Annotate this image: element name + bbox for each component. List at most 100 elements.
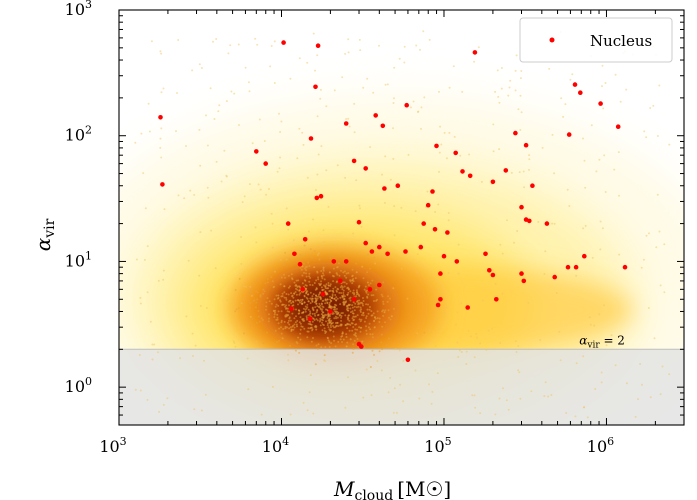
nucleus-point — [307, 316, 313, 322]
population-dot — [589, 323, 592, 326]
population-dot — [276, 316, 279, 319]
population-dot — [291, 294, 294, 297]
population-dot — [162, 278, 165, 281]
population-dot — [326, 293, 329, 296]
population-dot — [238, 124, 240, 126]
population-dot — [313, 266, 316, 269]
population-dot — [363, 288, 366, 291]
population-dot — [389, 297, 391, 300]
population-dot — [416, 271, 419, 274]
population-dot — [354, 277, 357, 280]
population-dot — [388, 337, 390, 340]
population-dot — [250, 294, 253, 297]
population-dot — [555, 292, 558, 294]
population-dot — [599, 248, 602, 251]
population-dot — [150, 40, 153, 43]
population-dot — [378, 317, 381, 320]
population-dot — [280, 319, 283, 322]
population-dot — [289, 344, 291, 347]
population-dot — [343, 298, 346, 301]
population-dot — [316, 54, 319, 57]
population-dot — [259, 295, 262, 298]
population-dot — [584, 224, 587, 227]
population-dot — [348, 319, 351, 322]
population-dot — [333, 317, 336, 320]
population-dot — [601, 64, 604, 67]
population-dot — [282, 328, 285, 330]
population-dot — [275, 294, 278, 297]
population-dot — [258, 118, 261, 121]
population-dot — [491, 327, 493, 330]
population-dot — [362, 304, 364, 307]
population-dot — [358, 204, 361, 207]
population-dot — [344, 295, 346, 298]
population-dot — [268, 300, 271, 303]
population-dot — [298, 351, 301, 354]
population-dot — [334, 308, 337, 311]
population-dot — [368, 308, 371, 311]
threshold-label-rest: = 2 — [600, 333, 625, 347]
population-dot — [160, 127, 163, 130]
population-dot — [330, 342, 333, 345]
population-dot — [652, 104, 655, 107]
population-dot — [369, 267, 372, 270]
population-dot — [367, 293, 370, 296]
population-dot — [367, 326, 370, 329]
population-dot — [645, 234, 648, 237]
nucleus-point — [425, 202, 431, 208]
nucleus-point — [434, 143, 439, 149]
population-dot — [501, 292, 504, 295]
population-dot — [215, 160, 218, 163]
population-dot — [278, 339, 280, 342]
population-dot — [335, 296, 338, 299]
population-dot — [337, 340, 340, 343]
population-dot — [139, 389, 142, 392]
population-dot — [515, 351, 518, 353]
population-dot — [528, 158, 531, 161]
population-dot — [139, 296, 142, 299]
population-dot — [583, 159, 586, 162]
population-dot — [447, 219, 450, 222]
population-dot — [284, 251, 287, 254]
population-dot — [349, 323, 352, 326]
population-dot — [319, 324, 322, 327]
population-dot — [279, 131, 282, 133]
population-dot — [332, 287, 335, 290]
population-dot — [316, 348, 319, 350]
population-dot — [276, 340, 278, 343]
nucleus-point — [578, 90, 583, 95]
population-dot — [373, 326, 376, 329]
population-dot — [254, 306, 257, 309]
population-dot — [310, 323, 313, 326]
population-dot — [336, 311, 339, 313]
legend-marker-nucleus — [549, 37, 555, 43]
population-dot — [585, 341, 587, 344]
population-dot — [225, 174, 228, 177]
population-dot — [324, 360, 327, 362]
population-dot — [322, 241, 325, 243]
population-dot — [527, 301, 530, 304]
population-dot — [294, 349, 297, 352]
population-dot — [289, 326, 292, 329]
population-dot — [477, 46, 480, 49]
population-dot — [346, 293, 349, 296]
population-dot — [267, 320, 270, 323]
population-dot — [344, 176, 347, 179]
population-dot — [324, 291, 327, 294]
population-dot — [353, 293, 356, 296]
population-dot — [294, 299, 297, 302]
population-dot — [299, 316, 302, 319]
population-dot — [308, 391, 311, 394]
population-dot — [366, 295, 369, 298]
population-dot — [205, 307, 208, 309]
population-dot — [383, 311, 386, 314]
population-dot — [663, 291, 666, 294]
population-dot — [335, 299, 337, 302]
nucleus-point — [454, 259, 460, 264]
population-dot — [309, 248, 312, 251]
population-dot — [345, 118, 348, 120]
nucleus-point — [572, 82, 578, 87]
population-dot — [144, 207, 147, 210]
population-dot — [273, 298, 276, 301]
population-dot — [341, 331, 344, 334]
